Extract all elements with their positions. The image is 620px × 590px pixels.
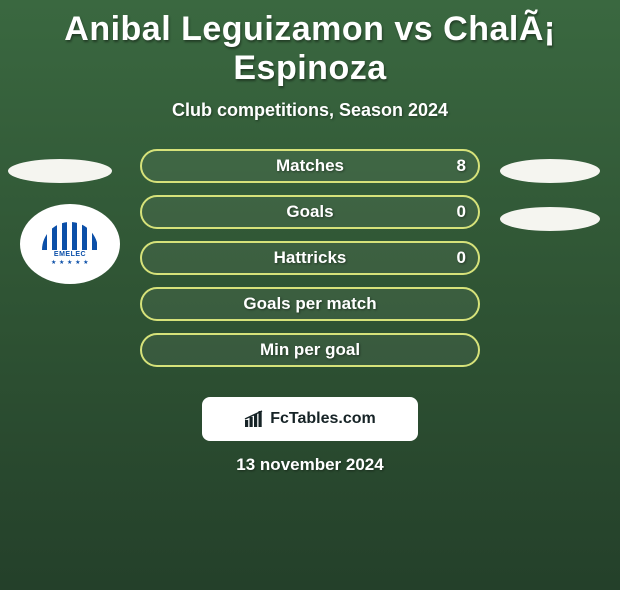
left-placeholder-oval-top [8, 159, 112, 183]
stat-value: 0 [457, 202, 466, 222]
bar-chart-icon [244, 410, 266, 428]
stat-bar-matches: Matches 8 [140, 149, 480, 183]
stat-label: Goals [286, 202, 333, 222]
page-subtitle: Club competitions, Season 2024 [0, 100, 620, 121]
stat-bar-goals: Goals 0 [140, 195, 480, 229]
stat-label: Hattricks [274, 248, 347, 268]
brand-name: FcTables.com [270, 410, 376, 428]
stat-bars: Matches 8 Goals 0 Hattricks 0 Goals per … [140, 149, 480, 379]
left-club-badge: EMELEC ★ ★ ★ ★ ★ [20, 204, 120, 284]
stat-value: 8 [457, 156, 466, 176]
stat-label: Goals per match [243, 294, 376, 314]
club-badge-name: EMELEC [54, 251, 86, 258]
stat-bar-goals-per-match: Goals per match [140, 287, 480, 321]
emelec-crest-icon: EMELEC ★ ★ ★ ★ ★ [39, 213, 101, 275]
stat-bar-hattricks: Hattricks 0 [140, 241, 480, 275]
footer-date: 13 november 2024 [236, 455, 383, 475]
club-badge-stars-icon: ★ ★ ★ ★ ★ [51, 259, 89, 266]
right-placeholder-oval-mid [500, 207, 600, 231]
page-title: Anibal Leguizamon vs ChalÃ¡ Espinoza [0, 10, 620, 88]
stat-value: 0 [457, 248, 466, 268]
stat-label: Matches [276, 156, 344, 176]
brand-box[interactable]: FcTables.com [202, 397, 418, 441]
stat-label: Min per goal [260, 340, 360, 360]
stat-bar-min-per-goal: Min per goal [140, 333, 480, 367]
right-placeholder-oval-top [500, 159, 600, 183]
